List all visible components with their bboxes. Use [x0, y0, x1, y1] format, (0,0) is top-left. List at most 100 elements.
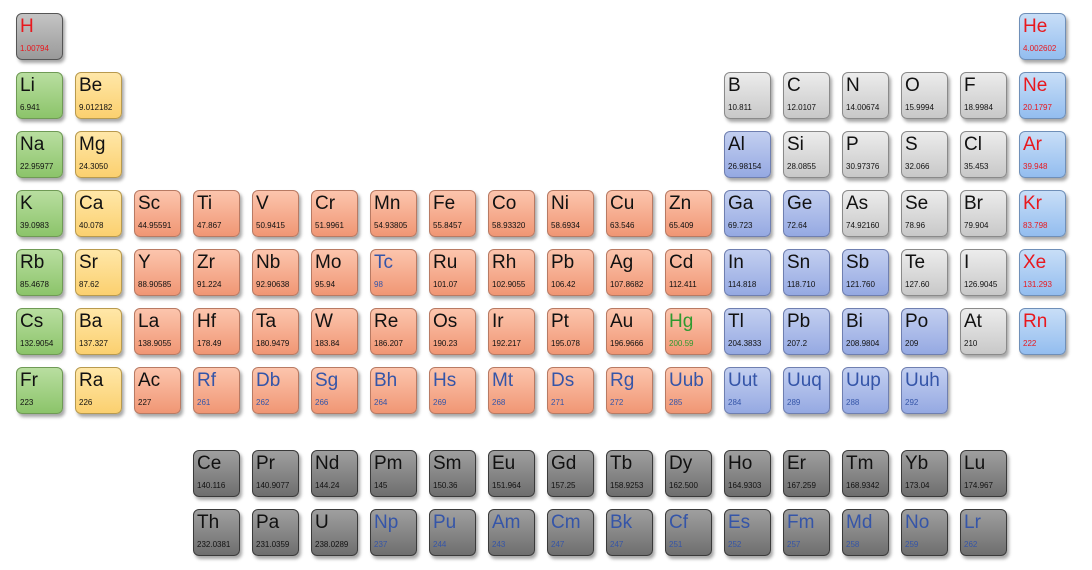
element-cell-ir: Ir 192.217 — [488, 308, 535, 355]
element-atomic-mass: 192.217 — [492, 339, 521, 348]
element-atomic-mass: 79.904 — [964, 221, 989, 230]
element-atomic-mass: 91.224 — [197, 280, 222, 289]
element-symbol: Ar — [1023, 134, 1042, 155]
element-cell-rb: Rb 85.4678 — [16, 249, 63, 296]
element-cell-po: Po 209 — [901, 308, 948, 355]
element-symbol: Be — [79, 75, 103, 96]
element-symbol: As — [846, 193, 869, 214]
element-atomic-mass: 167.259 — [787, 481, 816, 490]
element-cell-xe: Xe 131.293 — [1019, 249, 1066, 296]
element-atomic-mass: 9.012182 — [79, 103, 113, 112]
element-cell-pa: Pa 231.0359 — [252, 509, 299, 556]
element-atomic-mass: 114.818 — [728, 280, 757, 289]
element-cell-be: Be 9.012182 — [75, 72, 122, 119]
element-symbol: V — [256, 193, 269, 214]
element-symbol: Ne — [1023, 75, 1048, 96]
element-atomic-mass: 258 — [846, 540, 860, 549]
element-symbol: Db — [256, 370, 281, 391]
element-symbol: Cr — [315, 193, 336, 214]
element-symbol: N — [846, 75, 860, 96]
element-symbol: Sn — [787, 252, 811, 273]
element-symbol: Ti — [197, 193, 213, 214]
element-symbol: Zn — [669, 193, 692, 214]
element-atomic-mass: 209 — [905, 339, 919, 348]
element-cell-yb: Yb 173.04 — [901, 450, 948, 497]
element-symbol: Pa — [256, 512, 280, 533]
element-symbol: Ba — [79, 311, 103, 332]
element-cell-np: Np 237 — [370, 509, 417, 556]
element-symbol: Tb — [610, 453, 633, 474]
element-cell-mo: Mo 95.94 — [311, 249, 358, 296]
element-cell-cd: Cd 112.411 — [665, 249, 712, 296]
element-symbol: Th — [197, 512, 220, 533]
element-cell-th: Th 232.0381 — [193, 509, 240, 556]
element-cell-lu: Lu 174.967 — [960, 450, 1007, 497]
element-atomic-mass: 284 — [728, 398, 742, 407]
element-symbol: Gd — [551, 453, 577, 474]
element-cell-hg: Hg 200.59 — [665, 308, 712, 355]
element-symbol: Cl — [964, 134, 982, 155]
element-atomic-mass: 243 — [492, 540, 506, 549]
element-symbol: Cs — [20, 311, 44, 332]
element-atomic-mass: 15.9994 — [905, 103, 934, 112]
element-atomic-mass: 74.92160 — [846, 221, 880, 230]
element-cell-uub: Uub 285 — [665, 367, 712, 414]
element-cell-pt: Pt 195.078 — [547, 308, 594, 355]
element-symbol: Se — [905, 193, 929, 214]
element-symbol: Na — [20, 134, 45, 155]
element-symbol: Pr — [256, 453, 275, 474]
element-symbol: Rg — [610, 370, 635, 391]
element-symbol: Cu — [610, 193, 635, 214]
element-cell-zr: Zr 91.224 — [193, 249, 240, 296]
element-atomic-mass: 271 — [551, 398, 565, 407]
element-symbol: Ge — [787, 193, 813, 214]
element-atomic-mass: 238.0289 — [315, 540, 349, 549]
element-symbol: Fr — [20, 370, 38, 391]
element-atomic-mass: 14.00674 — [846, 103, 880, 112]
element-atomic-mass: 231.0359 — [256, 540, 290, 549]
element-cell-f: F 18.9984 — [960, 72, 1007, 119]
element-symbol: Nd — [315, 453, 340, 474]
element-cell-h: H 1.00794 — [16, 13, 63, 60]
element-atomic-mass: 237 — [374, 540, 388, 549]
element-atomic-mass: 32.066 — [905, 162, 930, 171]
element-symbol: Bi — [846, 311, 863, 332]
element-atomic-mass: 247 — [610, 540, 624, 549]
element-symbol: At — [964, 311, 982, 332]
element-cell-cl: Cl 35.453 — [960, 131, 1007, 178]
element-cell-s: S 32.066 — [901, 131, 948, 178]
element-cell-bh: Bh 264 — [370, 367, 417, 414]
element-symbol: W — [315, 311, 333, 332]
element-atomic-mass: 180.9479 — [256, 339, 290, 348]
element-atomic-mass: 252 — [728, 540, 742, 549]
element-atomic-mass: 28.0855 — [787, 162, 816, 171]
element-atomic-mass: 272 — [610, 398, 624, 407]
element-symbol: Si — [787, 134, 804, 155]
element-atomic-mass: 140.116 — [197, 481, 226, 490]
element-cell-cs: Cs 132.9054 — [16, 308, 63, 355]
element-cell-md: Md 258 — [842, 509, 889, 556]
element-cell-am: Am 243 — [488, 509, 535, 556]
element-symbol: S — [905, 134, 918, 155]
element-cell-rf: Rf 261 — [193, 367, 240, 414]
element-cell-sg: Sg 266 — [311, 367, 358, 414]
element-atomic-mass: 204.3833 — [728, 339, 762, 348]
element-cell-sm: Sm 150.36 — [429, 450, 476, 497]
element-atomic-mass: 244 — [433, 540, 447, 549]
element-symbol: Ga — [728, 193, 754, 214]
element-atomic-mass: 247 — [551, 540, 565, 549]
element-atomic-mass: 87.62 — [79, 280, 100, 289]
element-symbol: Mo — [315, 252, 342, 273]
element-symbol: No — [905, 512, 930, 533]
element-atomic-mass: 40.078 — [79, 221, 104, 230]
element-symbol: Ni — [551, 193, 569, 214]
element-cell-cm: Cm 247 — [547, 509, 594, 556]
element-cell-uuq: Uuq 289 — [783, 367, 830, 414]
element-cell-fr: Fr 223 — [16, 367, 63, 414]
element-atomic-mass: 292 — [905, 398, 919, 407]
element-symbol: Am — [492, 512, 521, 533]
element-symbol: He — [1023, 16, 1048, 37]
element-cell-v: V 50.9415 — [252, 190, 299, 237]
element-cell-li: Li 6.941 — [16, 72, 63, 119]
element-atomic-mass: 72.64 — [787, 221, 808, 230]
